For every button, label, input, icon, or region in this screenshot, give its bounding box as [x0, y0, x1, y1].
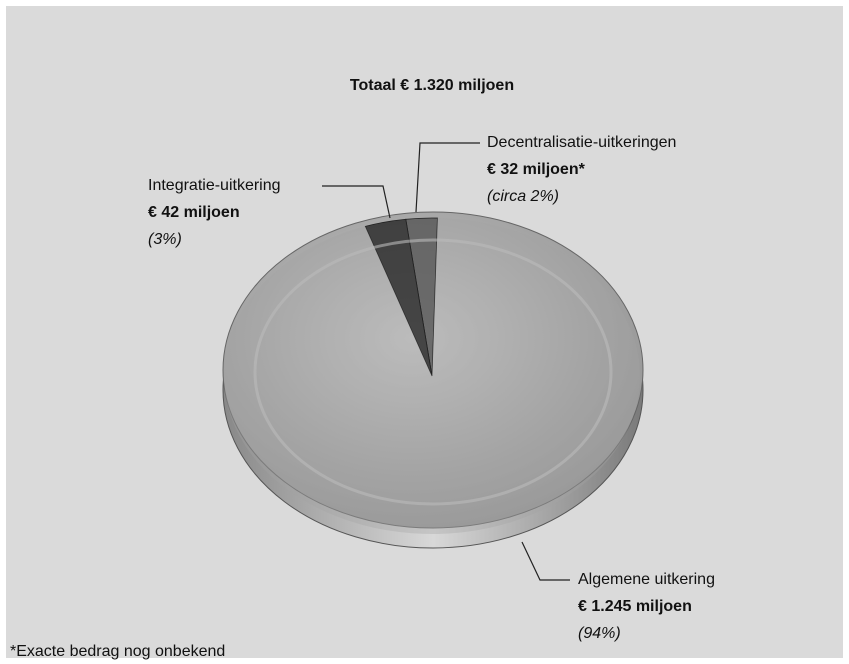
slice-name: Algemene uitkering	[578, 571, 715, 588]
leader-line	[521, 541, 570, 581]
slice-percent-label: (94%)	[578, 625, 621, 642]
coin-rim	[253, 238, 613, 506]
pie-slice	[224, 218, 641, 534]
coin-face	[222, 211, 644, 529]
slice-name: Integratie-uitkering	[148, 177, 281, 194]
slice-name: Decentralisatie-uitkeringen	[487, 134, 676, 151]
slice-percent-label: (circa 2%)	[487, 188, 559, 205]
slice-value-label: € 42 miljoen	[148, 204, 240, 221]
leader-line	[415, 142, 480, 213]
footnote: *Exacte bedrag nog onbekend	[10, 643, 225, 660]
slice-value-label: € 1.245 miljoen	[578, 598, 692, 615]
leader-line	[322, 185, 391, 219]
slice-percent-label: (3%)	[148, 231, 182, 248]
pie-slice	[364, 218, 433, 377]
slice-value-label: € 32 miljoen*	[487, 161, 586, 178]
chart-title: Totaal € 1.320 miljoen	[350, 77, 514, 94]
